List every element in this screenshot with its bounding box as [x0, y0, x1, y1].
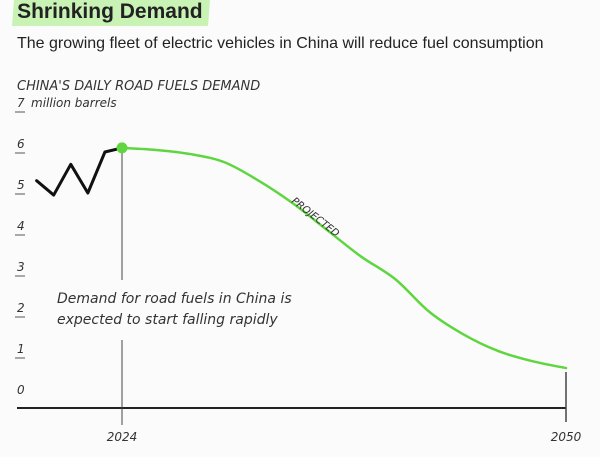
x-tick-label: 2024 [107, 430, 138, 444]
y-tick-label: 3 [17, 260, 25, 274]
y-tick-label: 5 [17, 178, 25, 192]
y-tick-label: 1 [17, 342, 25, 356]
page-subtitle: The growing fleet of electric vehicles i… [17, 35, 544, 52]
y-axis-unit-label: million barrels [31, 96, 117, 110]
y-tick-label: 7 [17, 96, 25, 110]
highlight-point-2024 [116, 142, 128, 154]
annotation-line-2: expected to start falling rapidly [57, 312, 278, 328]
chart-title: CHINA'S DAILY ROAD FUELS DEMAND [17, 79, 260, 94]
y-tick-label: 2 [17, 301, 25, 315]
y-tick-label: 6 [17, 137, 25, 151]
x-tick-label: 2050 [551, 430, 582, 444]
y-tick-label: 4 [17, 219, 25, 233]
series-line-historical [35, 146, 124, 197]
projected-label: PROJECTED [289, 196, 341, 240]
y-tick-label: 0 [17, 383, 25, 397]
annotation-line-1: Demand for road fuels in China is [57, 291, 292, 307]
series-line-projected [120, 146, 568, 370]
